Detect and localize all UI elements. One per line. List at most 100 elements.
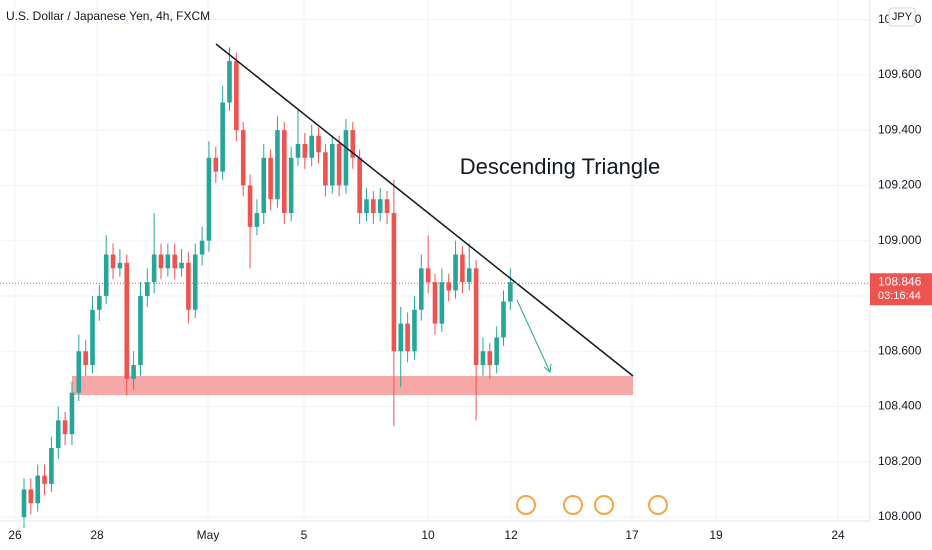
x-tick-label: 10 xyxy=(421,528,435,542)
candle-body xyxy=(49,447,54,484)
y-tick-label: 109.000 xyxy=(878,233,922,247)
candle-body xyxy=(158,254,164,269)
candle-body xyxy=(254,213,260,227)
x-tick-label: 19 xyxy=(709,528,723,542)
candle-body xyxy=(220,102,225,172)
candle-body xyxy=(288,157,294,214)
candle-body xyxy=(295,143,301,158)
candle-body xyxy=(28,489,34,504)
trendline xyxy=(215,43,634,377)
candle-body xyxy=(55,420,61,448)
candle-body xyxy=(110,254,116,269)
candle-body xyxy=(316,135,321,153)
candle-body xyxy=(76,351,82,393)
y-tick-label: 108.200 xyxy=(878,454,922,468)
axes: 108.000108.200108.400108.600108.800109.0… xyxy=(0,7,932,542)
y-tick-label: 108.000 xyxy=(878,509,922,523)
candle-body xyxy=(405,323,410,352)
candle-body xyxy=(398,323,404,352)
x-tick-label: 17 xyxy=(625,528,639,542)
candle-body xyxy=(234,61,239,131)
candle-body xyxy=(329,143,335,186)
last-price-label: 108.846 xyxy=(878,274,922,288)
y-tick-label: 109.600 xyxy=(878,67,922,81)
candle-body xyxy=(275,130,280,200)
candle-body xyxy=(186,262,191,310)
chart-title: U.S. Dollar / Japanese Yen, 4h, FXCM xyxy=(6,9,210,23)
candle-body xyxy=(323,152,328,186)
events xyxy=(516,495,668,515)
candle-body xyxy=(309,135,314,158)
candle-body xyxy=(391,213,397,352)
support-zone xyxy=(72,376,633,395)
candle-body xyxy=(453,254,458,291)
candle-body xyxy=(42,475,47,484)
candle-body xyxy=(494,337,499,366)
y-tick-label: 109.200 xyxy=(878,178,922,192)
candle-body xyxy=(501,301,506,338)
candle-body xyxy=(425,268,431,283)
candle-body xyxy=(473,268,479,366)
candle-body xyxy=(377,199,383,214)
candle-body xyxy=(508,282,513,302)
candle-body xyxy=(419,268,424,310)
candle-body xyxy=(439,282,445,324)
currency: JPY xyxy=(892,11,913,23)
candle-body xyxy=(62,420,68,435)
candle-body xyxy=(261,157,267,214)
candle-body xyxy=(227,61,232,103)
candle-body xyxy=(480,351,486,366)
countdown: 03:16:44 xyxy=(878,290,921,302)
candle-body xyxy=(199,240,205,255)
candle-body xyxy=(97,295,102,310)
candle-body xyxy=(172,254,177,269)
candle-body xyxy=(343,130,349,186)
last-price-box xyxy=(870,273,932,306)
candle-body xyxy=(206,157,212,241)
candle-body xyxy=(247,185,253,227)
annotation: Descending Triangle xyxy=(460,154,661,179)
candle-body xyxy=(412,309,417,352)
candle-body xyxy=(466,268,472,283)
y-tick-label: 109.400 xyxy=(878,122,922,136)
arrow xyxy=(516,299,551,373)
candle-body xyxy=(35,475,40,504)
y-tick-label: 108.400 xyxy=(878,399,922,413)
candle-body xyxy=(384,199,390,214)
candle-body xyxy=(213,157,219,172)
candle-body xyxy=(336,143,342,186)
candle-body xyxy=(282,130,287,214)
candle-body xyxy=(446,282,451,291)
x-tick-label: 24 xyxy=(831,528,845,542)
x-tick-label: 5 xyxy=(301,528,308,542)
candle-body xyxy=(192,254,198,310)
candle-body xyxy=(302,143,308,158)
arrow-head xyxy=(543,363,552,373)
candle-body xyxy=(131,365,136,379)
candle-body xyxy=(124,262,130,379)
candle-body xyxy=(138,295,143,366)
candle-body xyxy=(357,157,362,214)
y-tick-label: 108.600 xyxy=(878,343,922,357)
candle-body xyxy=(165,254,171,269)
candle-body xyxy=(371,199,376,214)
x-tick-label: May xyxy=(197,528,220,542)
x-tick-label: 26 xyxy=(8,528,22,542)
candle-body xyxy=(268,157,273,200)
candle-body xyxy=(103,254,109,296)
candle-body xyxy=(83,351,88,366)
candle-body xyxy=(432,282,438,324)
candle-body xyxy=(350,130,356,158)
candle-body xyxy=(145,282,150,296)
x-tick-label: 12 xyxy=(504,528,518,542)
currency-badge xyxy=(888,7,916,27)
candle-body xyxy=(240,130,246,186)
candle-body xyxy=(487,351,493,366)
candle-body xyxy=(69,392,75,435)
candle-body xyxy=(179,262,184,269)
candle-body xyxy=(364,199,369,214)
candle-body xyxy=(90,309,95,366)
grid xyxy=(0,0,870,521)
candle-body xyxy=(117,262,123,269)
